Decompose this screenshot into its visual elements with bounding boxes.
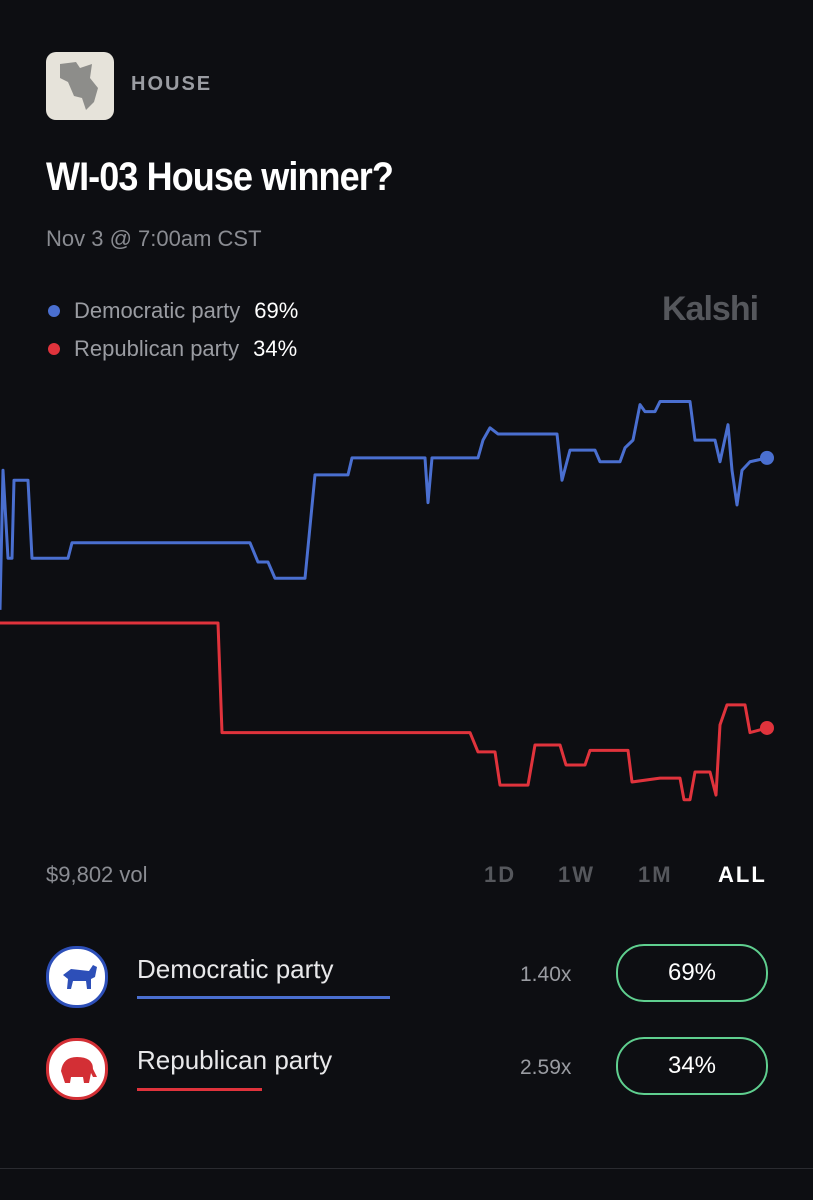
multiplier: 2.59x <box>520 1056 572 1079</box>
range-tab[interactable]: 1W <box>558 862 595 887</box>
date: Nov 3 @ 7:00am CST <box>46 226 262 251</box>
legend-name: Republican party <box>74 336 240 361</box>
buy-button[interactable]: 34% <box>616 1037 768 1095</box>
underline <box>137 996 390 999</box>
market-title: WI-03 House winner? <box>46 155 394 199</box>
underline <box>137 1088 262 1091</box>
buy-button[interactable]: 69% <box>616 944 768 1002</box>
range-tab[interactable]: ALL <box>718 862 767 887</box>
current-point <box>760 720 774 735</box>
multiplier: 1.40x <box>520 963 572 986</box>
republican-icon <box>46 1038 108 1100</box>
range-tab[interactable]: 1M <box>638 862 673 887</box>
chance: 69% <box>667 959 717 986</box>
volume: $9,802 vol <box>46 862 148 887</box>
range-tab[interactable]: 1D <box>484 862 517 887</box>
price-line <box>0 621 768 802</box>
legend-value: 34% <box>253 336 298 361</box>
outcome-name[interactable]: Republican party <box>137 1045 333 1075</box>
chance: 34% <box>667 1052 717 1079</box>
current-point <box>760 450 774 465</box>
divider <box>0 1168 813 1169</box>
legend-dot <box>48 343 60 355</box>
legend-value: 69% <box>254 298 299 323</box>
legend-name: Democratic party <box>74 298 241 323</box>
legend-item: Republican party 34% <box>48 336 297 362</box>
legend-dot <box>48 305 60 317</box>
outcome-name[interactable]: Democratic party <box>137 954 334 984</box>
democrat-icon <box>46 946 108 1008</box>
price-line <box>0 400 768 610</box>
category: HOUSE <box>131 73 213 95</box>
brand: Kalshi <box>662 290 759 328</box>
chart <box>0 400 774 802</box>
legend-item: Democratic party 69% <box>48 298 298 324</box>
market-icon <box>46 52 114 120</box>
